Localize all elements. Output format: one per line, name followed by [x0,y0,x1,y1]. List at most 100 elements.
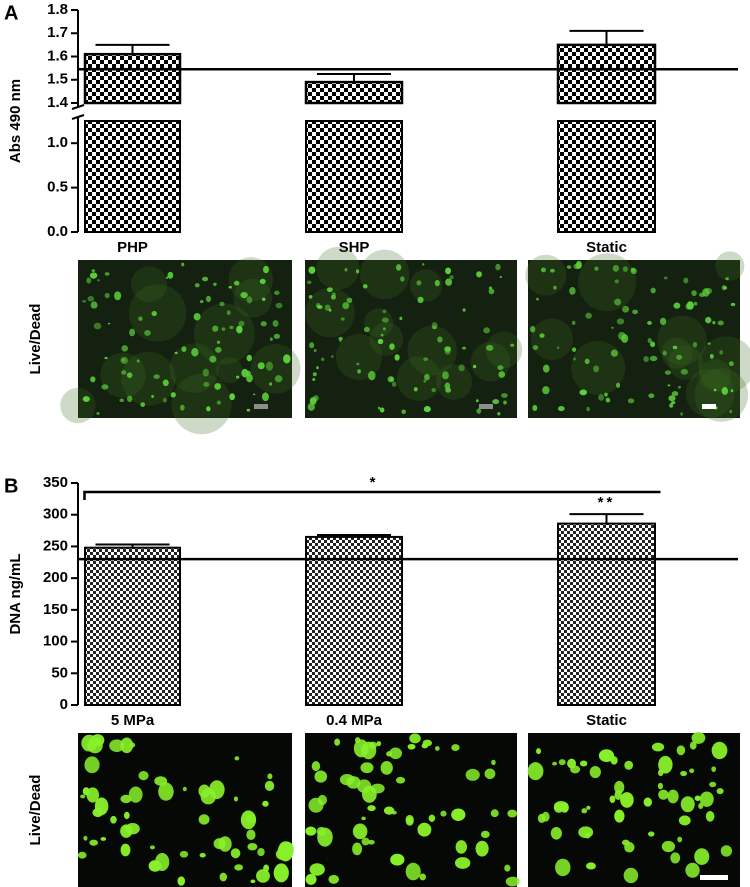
cell [198,814,210,825]
cell [316,366,319,370]
cell [434,746,440,751]
cell [484,768,496,780]
cell [712,320,716,325]
cell [136,359,140,363]
background-glow [100,352,146,398]
cell [503,400,507,405]
cell [109,739,125,753]
cell [360,762,374,774]
cell [664,370,672,375]
background-glow [685,368,735,418]
cell [624,760,634,770]
cell [89,272,98,279]
cell [383,806,395,815]
cell [380,761,393,775]
cell [265,361,274,371]
cell [643,797,652,807]
cell [86,787,100,803]
cell [671,391,679,397]
cell [540,267,546,273]
background-glow [407,325,457,376]
cell [363,326,370,333]
cell [416,280,422,286]
cell [219,301,225,307]
cell [400,276,405,282]
cell [423,357,428,361]
cell [382,309,387,314]
cell [721,285,727,291]
cell [162,379,169,387]
cell [280,841,294,858]
micrograph [305,246,523,418]
bar [556,43,657,105]
background-glow [525,254,567,296]
cell [556,346,560,349]
cell [553,800,569,812]
cell [643,356,649,363]
cell [104,292,110,299]
cell [361,816,366,821]
x-tick-label: 5 MPa [111,712,155,729]
cell [657,769,664,777]
cell [569,287,576,295]
cell [234,864,244,871]
cell [407,743,416,750]
cell [320,357,325,361]
cell [424,373,430,381]
cell [203,381,210,387]
cell [417,296,424,304]
y-tick-label: 350 [43,474,68,491]
cell [252,393,256,396]
cell [694,848,710,865]
cell [455,840,468,854]
cell [573,357,576,361]
cell [162,397,167,403]
cell [667,789,679,804]
cell [616,318,625,325]
y-tick-label: 1.8 [47,1,68,18]
y-tick-label: 150 [43,601,68,618]
cell [669,403,674,408]
cell [709,353,714,359]
cell [352,842,363,856]
cell [632,309,639,315]
x-tick-label: 0.4 MPa [326,712,383,729]
cell [328,874,340,884]
cell [121,370,127,375]
cell [648,393,655,399]
y-axis-label: DNA ng/mL [7,553,24,634]
cell [558,759,566,766]
cell [622,266,628,272]
cell [598,394,605,401]
cell [678,815,691,826]
scale-bar [700,875,728,880]
background-glow [369,322,404,356]
cell [444,347,451,355]
cell [440,810,447,817]
cell [668,395,676,402]
panel-label: B [4,475,18,497]
cell [444,382,451,390]
cell [234,756,240,761]
cell [442,371,449,380]
cell [462,346,467,350]
cell [246,829,256,840]
cell [571,347,577,352]
cell [140,402,146,407]
cell [685,862,700,878]
cell [431,322,438,330]
cell [658,789,669,800]
cell [309,295,313,298]
cell [167,271,174,279]
cell [86,277,92,284]
y-tick-label: 200 [43,569,68,586]
cell [728,361,734,367]
cell [495,263,501,271]
cell [353,739,369,758]
cell [707,342,711,345]
cell [729,409,733,414]
cell [199,852,206,858]
cell [586,406,590,412]
scale-bar [479,404,493,409]
cell [338,336,343,341]
